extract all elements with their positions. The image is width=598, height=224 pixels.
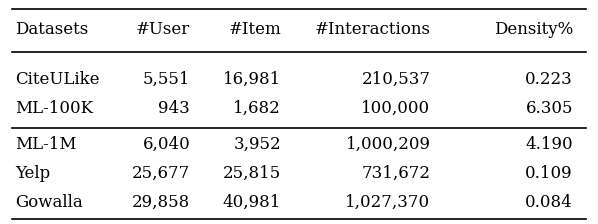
Text: 1,027,370: 1,027,370 xyxy=(346,194,431,211)
Text: Density%: Density% xyxy=(493,21,573,38)
Text: 5,551: 5,551 xyxy=(143,71,190,88)
Text: 6,040: 6,040 xyxy=(142,136,190,153)
Text: #User: #User xyxy=(136,21,190,38)
Text: #Interactions: #Interactions xyxy=(315,21,431,38)
Text: 40,981: 40,981 xyxy=(222,194,281,211)
Text: 943: 943 xyxy=(158,100,190,117)
Text: CiteULike: CiteULike xyxy=(15,71,99,88)
Text: 4.190: 4.190 xyxy=(525,136,573,153)
Text: Gowalla: Gowalla xyxy=(15,194,83,211)
Text: #Item: #Item xyxy=(228,21,281,38)
Text: 3,952: 3,952 xyxy=(233,136,281,153)
Text: 210,537: 210,537 xyxy=(362,71,431,88)
Text: 25,815: 25,815 xyxy=(223,165,281,182)
Text: 100,000: 100,000 xyxy=(361,100,431,117)
Text: ML-1M: ML-1M xyxy=(15,136,77,153)
Text: 0.109: 0.109 xyxy=(525,165,573,182)
Text: 1,682: 1,682 xyxy=(233,100,281,117)
Text: Yelp: Yelp xyxy=(15,165,50,182)
Text: ML-100K: ML-100K xyxy=(15,100,93,117)
Text: 0.084: 0.084 xyxy=(525,194,573,211)
Text: 1,000,209: 1,000,209 xyxy=(346,136,431,153)
Text: Datasets: Datasets xyxy=(15,21,88,38)
Text: 0.223: 0.223 xyxy=(525,71,573,88)
Text: 16,981: 16,981 xyxy=(223,71,281,88)
Text: 731,672: 731,672 xyxy=(362,165,431,182)
Text: 6.305: 6.305 xyxy=(526,100,573,117)
Text: 25,677: 25,677 xyxy=(132,165,190,182)
Text: 29,858: 29,858 xyxy=(132,194,190,211)
